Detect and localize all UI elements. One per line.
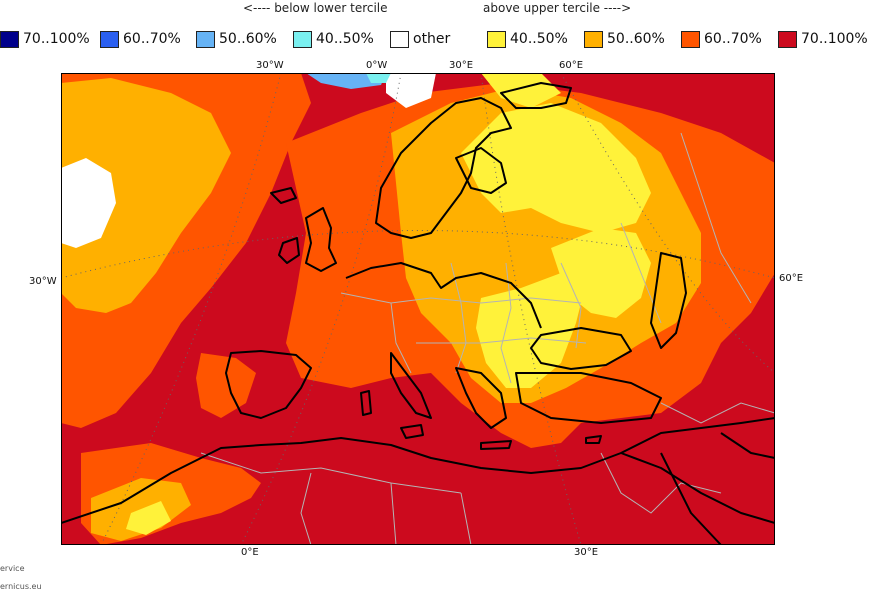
probability-map [61,73,775,545]
region-other-arctic [386,73,436,108]
region-below-50-60-arctic [306,73,386,89]
coastline-baltic [455,147,507,194]
border-line [660,402,775,424]
coastline-north-africa [61,417,775,524]
legend-swatch [487,30,506,48]
coastline-sardinia [360,390,372,416]
coastline-caspian [650,252,687,349]
coastline-persian-gulf [720,432,775,459]
coastline-black-sea [530,327,632,370]
legend-swatch [681,30,700,48]
coastline-kola [500,82,572,109]
legend-item-above-40-50: 40..50% [487,29,568,49]
legend-swatch [584,30,603,48]
legend-item-below-60-70: 60..70% [100,29,181,49]
legend-label: 70..100% [23,31,90,47]
bottom-axis-label-30e: 30°E [574,547,599,558]
graticule [61,73,775,545]
legend-swatch [390,30,409,48]
region-40-50-scandinavia [461,103,651,233]
region-40-50-central [476,273,586,388]
border-line [390,482,397,545]
coastline-red-sea [660,452,722,545]
border-line [560,262,582,349]
legend-item-below-50-60: 50..60% [196,29,277,49]
footer-service-text: ervice [0,564,25,573]
border-line [680,132,752,304]
border-line [416,337,587,344]
coastline-balkans [455,367,507,429]
coastline-italy [390,352,432,419]
legend-item-above-60-70: 60..70% [681,29,762,49]
coastline-ireland [278,237,300,264]
coastline-turkey [515,372,662,424]
region-other-greenland [61,158,116,248]
legend-item-other: other [390,29,450,49]
top-axis-label-30w: 30°W [256,60,284,71]
top-axis-label-60e: 60°E [559,60,584,71]
legend-label: 60..70% [704,31,762,47]
legend-label: 60..70% [123,31,181,47]
legend-label: other [413,31,451,47]
region-60-70-iberia [196,353,256,418]
legend-label: 50..60% [607,31,665,47]
footer-url-text: ernicus.eu [0,582,42,591]
region-50-60-atlantic [61,78,231,313]
legend-swatch [196,30,215,48]
border-line [450,262,467,374]
legend-label: 40..50% [510,31,568,47]
coastline-iberia [225,350,312,419]
country-borders [200,132,775,545]
below-lower-tercile-label: <---- below lower tercile [243,1,388,15]
legend-item-above-50-60: 50..60% [584,29,665,49]
border-line [500,262,512,384]
legend-swatch [778,30,797,48]
region-40-50-sahara [126,501,171,535]
coastlines [61,82,775,545]
left-axis-label-30w: 30°W [29,276,57,287]
coastline-britain [305,207,337,272]
border-line [460,492,472,545]
legend-label: 70..100% [801,31,868,47]
legend-label: 40..50% [316,31,374,47]
legend-item-below-70-100: 70..100% [0,29,90,49]
region-40-50-arctic [481,73,561,108]
region-40-50-east [551,228,651,318]
coastline-sicily [400,424,424,439]
legend-label: 50..60% [219,31,277,47]
top-axis-label-0w: 0°W [366,60,388,71]
border-line [600,452,722,514]
coastline-scandinavia [375,97,512,239]
graticule-parallel-30n [61,230,775,279]
border-line [340,292,582,304]
legend-item-above-70-100: 70..100% [778,29,868,49]
legend-swatch [293,30,312,48]
map-frame [61,73,775,545]
legend-item-below-40-50: 40..50% [293,29,374,49]
coastline-continent [345,262,542,329]
legend-swatch [0,30,19,48]
right-axis-label-60e: 60°E [779,273,804,284]
coastline-iceland [270,187,297,204]
coastline-arabia [620,452,775,524]
graticule-meridian-0 [240,73,402,545]
coastline-crete [480,440,512,450]
graticule-meridian-60e [560,73,775,374]
coastline-cyprus [585,435,602,444]
border-line [200,452,462,494]
legend-swatch [100,30,119,48]
above-upper-tercile-label: above upper tercile ----> [483,1,632,15]
region-below-40-50-arctic [366,73,391,83]
bottom-axis-label-0e: 0°E [241,547,259,558]
top-axis-label-30e: 30°E [449,60,474,71]
border-line [300,472,312,545]
border-line [390,302,412,374]
